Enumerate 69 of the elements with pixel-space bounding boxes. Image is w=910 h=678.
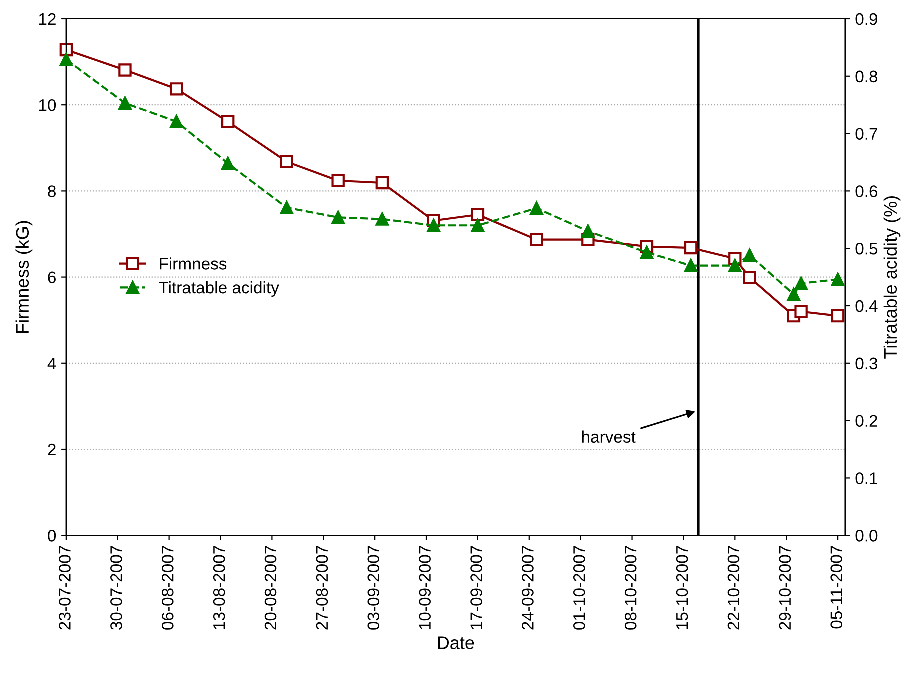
x-tick-label: 23-07-2007 (59, 546, 71, 630)
y2-tick-label: 0.6 (856, 186, 878, 198)
point (427, 219, 440, 232)
point (831, 309, 845, 323)
y2-tick-label: 0.2 (856, 415, 878, 428)
point (222, 157, 235, 170)
x-axis-title: Date (438, 636, 474, 650)
point (376, 176, 390, 190)
x-tick-label: 15-10-2007 (676, 546, 688, 630)
point (684, 241, 698, 255)
point (170, 115, 184, 128)
point (582, 224, 595, 238)
y2-tick-label: 0.5 (856, 243, 878, 255)
y-tick-label: 0 (48, 530, 56, 542)
point (794, 277, 808, 290)
point (794, 305, 808, 318)
point (376, 212, 390, 226)
y-tick-label: 2 (48, 444, 56, 456)
x-tick-label: 03-09-2007 (368, 546, 380, 630)
x-tick-label: 17-09-2007 (470, 546, 482, 630)
y2-tick-label: 0.8 (856, 70, 878, 83)
point (684, 259, 698, 272)
point (118, 64, 132, 77)
y2-tick-label: 0.3 (856, 358, 878, 370)
legend-label: Firmness (160, 258, 227, 270)
point (743, 271, 756, 284)
y-axis-title: Firmness (kG) (16, 221, 33, 333)
point (530, 202, 544, 216)
x-tick-label: 27-08-2007 (316, 546, 328, 630)
point (728, 259, 742, 272)
y-tick-label: 10 (39, 99, 56, 112)
x-tick-label: 20-08-2007 (264, 546, 277, 630)
y2-axis-title: Titratable acidity (%) (884, 196, 901, 359)
point (640, 246, 654, 260)
point (787, 288, 801, 302)
point (280, 201, 294, 214)
x-tick-label: 10-09-2007 (419, 546, 431, 630)
y2-tick-label: 0.0 (856, 530, 878, 542)
x-tick-label: 06-08-2007 (162, 546, 174, 630)
x-tick-label: 29-10-2007 (779, 546, 792, 630)
point (332, 174, 345, 188)
point (60, 53, 74, 66)
y2-tick-label: 0.9 (856, 13, 878, 26)
y2-tick-label: 0.4 (856, 300, 878, 312)
point (118, 96, 132, 110)
x-tick-label: 05-11-2007 (830, 546, 843, 629)
y2-tick-label: 0.7 (856, 128, 878, 140)
point (222, 115, 235, 128)
x-tick-label: 24-09-2007 (522, 546, 534, 630)
y2-tick-label: 0.1 (856, 472, 878, 484)
x-tick-label: 13-08-2007 (213, 546, 226, 630)
x-tick-label: 30-07-2007 (110, 546, 122, 630)
y-tick-label: 8 (48, 186, 56, 198)
point (530, 233, 544, 246)
legend-label: Titratable acidity (159, 281, 280, 298)
point (280, 155, 294, 169)
point (471, 208, 485, 222)
point (170, 82, 184, 96)
point (831, 273, 845, 286)
y-tick-label: 12 (39, 13, 56, 26)
y-tick-label: 4 (48, 358, 56, 370)
point (471, 219, 485, 232)
point (743, 248, 756, 262)
annotation: harvest (582, 430, 636, 444)
x-tick-label: 08-10-2007 (624, 546, 637, 630)
y-tick-label: 6 (48, 272, 56, 284)
x-tick-label: 22-10-2007 (728, 546, 740, 630)
point (332, 211, 345, 224)
x-tick-label: 01-10-2007 (574, 546, 586, 630)
